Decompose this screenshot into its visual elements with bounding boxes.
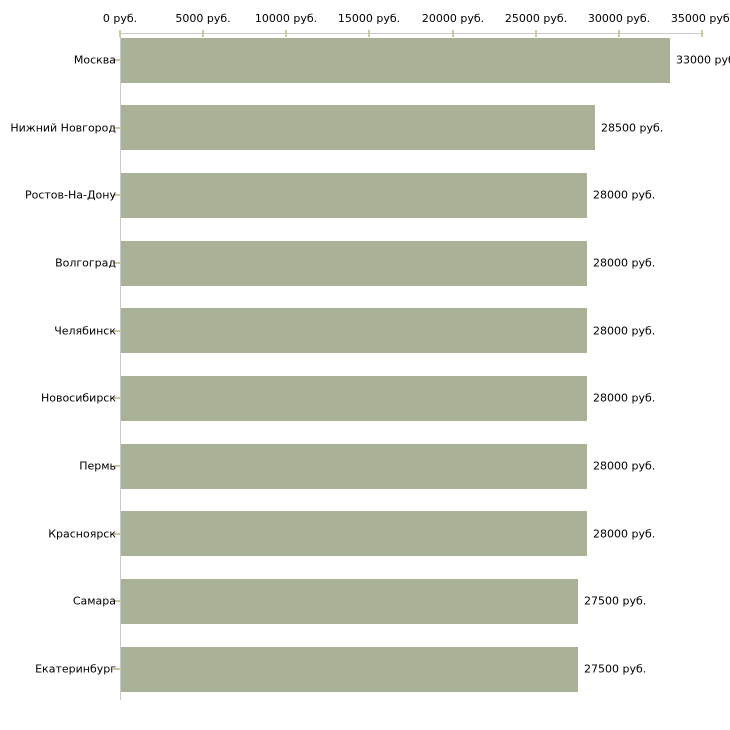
y-axis-tick: [113, 194, 120, 196]
y-axis-category-label: Красноярск: [48, 527, 116, 541]
bar: [121, 444, 587, 489]
bar: [121, 173, 587, 218]
x-axis-tick-label: 5000 руб.: [175, 12, 231, 25]
bar: [121, 308, 587, 353]
y-axis-category-label: Москва: [73, 53, 116, 67]
bar-value-label: 28000 руб.: [593, 459, 656, 473]
x-axis-tick-label: 35000 руб.: [670, 12, 730, 25]
bar: [121, 376, 587, 421]
y-axis-tick: [113, 397, 120, 399]
y-axis-tick: [113, 127, 120, 129]
y-axis-tick: [113, 59, 120, 61]
bar: [121, 38, 670, 83]
bar: [121, 511, 587, 556]
y-axis-category-label: Пермь: [79, 459, 116, 473]
bar-value-label: 28000 руб.: [593, 527, 656, 541]
x-axis-tick: [535, 30, 537, 37]
y-axis-category-label: Самара: [72, 594, 116, 608]
x-axis-tick: [701, 30, 703, 37]
y-axis-tick: [113, 533, 120, 535]
y-axis-tick: [113, 262, 120, 264]
x-axis-tick-label: 30000 руб.: [587, 12, 651, 25]
x-axis-tick: [119, 30, 121, 37]
y-axis-category-label: Челябинск: [54, 324, 116, 338]
bar-value-label: 33000 руб: [676, 53, 730, 67]
bar-value-label: 28000 руб.: [593, 256, 656, 270]
y-axis-category-label: Новосибирск: [40, 391, 116, 405]
x-axis-tick: [368, 30, 370, 37]
x-axis-tick: [285, 30, 287, 37]
bar-value-label: 28000 руб.: [593, 391, 656, 405]
bar-value-label: 27500 руб.: [584, 662, 647, 676]
y-axis-tick: [113, 600, 120, 602]
y-axis-line: [120, 33, 121, 700]
y-axis-category-label: Нижний Новгород: [10, 121, 116, 135]
x-axis-tick: [202, 30, 204, 37]
y-axis-category-label: Екатеринбург: [35, 662, 116, 676]
y-axis-tick: [113, 668, 120, 670]
y-axis-category-label: Волгоград: [55, 256, 116, 270]
bar-value-label: 27500 руб.: [584, 594, 647, 608]
y-axis-tick: [113, 330, 120, 332]
bar-value-label: 28000 руб.: [593, 188, 656, 202]
bar: [121, 647, 578, 692]
bar: [121, 579, 578, 624]
bar-value-label: 28500 руб.: [601, 121, 664, 135]
x-axis-tick-label: 10000 руб.: [254, 12, 318, 25]
bar: [121, 241, 587, 286]
x-axis-tick-label: 25000 руб.: [504, 12, 568, 25]
y-axis-tick: [113, 465, 120, 467]
x-axis-tick: [618, 30, 620, 37]
bar-value-label: 28000 руб.: [593, 324, 656, 338]
bar: [121, 105, 595, 150]
x-axis-tick: [452, 30, 454, 37]
x-axis-tick-label: 20000 руб.: [421, 12, 485, 25]
x-axis-tick-label: 15000 руб.: [337, 12, 401, 25]
x-axis-tick-label: 0 руб.: [102, 12, 138, 25]
x-axis-line: [120, 33, 702, 34]
y-axis-category-label: Ростов-На-Дону: [24, 188, 116, 202]
